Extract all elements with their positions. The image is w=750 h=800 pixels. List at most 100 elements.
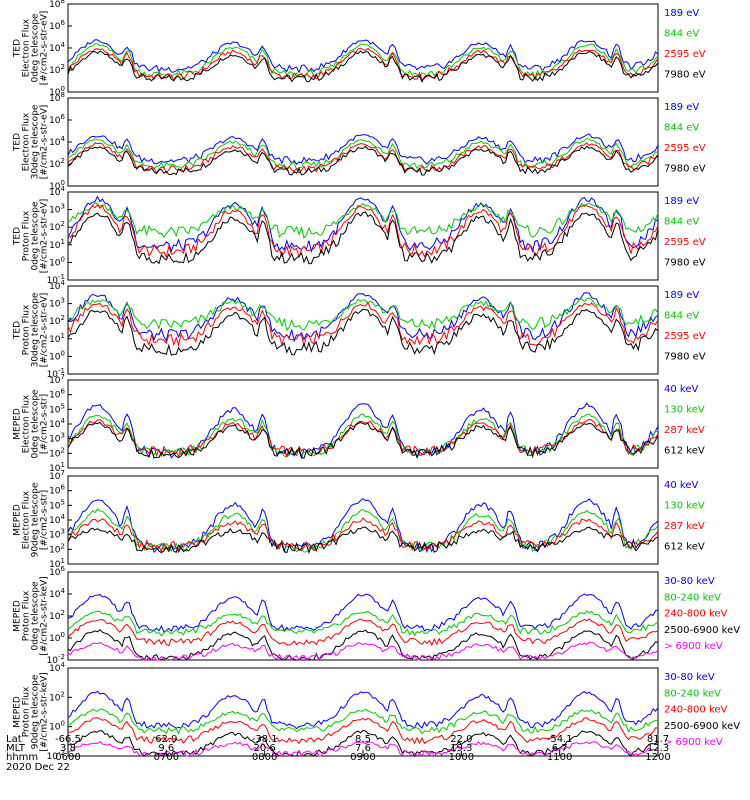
panel-6-legend-2: 130 keV [664, 501, 705, 512]
panel-7-ytick-1: 106 [49, 565, 65, 578]
panel-8-ytick-1: 104 [49, 661, 65, 674]
panel-6-ytick-5: 103 [49, 528, 65, 541]
panel-1-ytick-3: 104 [49, 41, 65, 54]
x-axis-value-2-1: 62.9 [155, 734, 178, 745]
panel-3-ytick-5: 100 [49, 255, 65, 268]
panel-6-ytick-1: 107 [49, 469, 65, 482]
x-axis-value-6-3: 1100 [546, 752, 573, 763]
panel-5-ytick-7: 101 [49, 461, 65, 474]
panel-1-ytick-5: 100 [49, 85, 65, 98]
panel-6-frame [67, 475, 659, 565]
panel-3-legend-3: 2595 eV [664, 237, 706, 248]
panel-3-ylabel-line-4: [#/cm2-s-str-eV] [40, 199, 50, 274]
panel-7-series-1 [67, 641, 659, 661]
panel-2-legend-2: 844 eV [664, 123, 699, 134]
x-axis-value-7-3: 1200 [645, 752, 671, 763]
x-axis-label-lat: Lat [6, 734, 22, 745]
panel-2-ylabel-line-2: Electron Flux [22, 112, 32, 171]
panel-4-legend-1: 189 eV [664, 290, 699, 301]
panel-8-legend-5: > 6900 keV [664, 737, 723, 748]
panel-3-legend-2: 844 eV [664, 217, 699, 228]
panel-5-ytick-4: 104 [49, 417, 65, 430]
panel-7-ytick-3: 102 [49, 609, 65, 622]
panel-6-series-1 [67, 526, 659, 554]
panel-5-series-3 [67, 413, 659, 458]
panel-5-ylabel-line-1: MEPED [13, 408, 23, 440]
panel-3-series-4 [67, 195, 659, 254]
x-axis-value-3-1: -38.1 [251, 734, 278, 745]
x-axis-value-7-1: 81.7 [646, 734, 670, 745]
panel-3-ytick-3: 102 [49, 220, 65, 233]
panel-6-ytick-2: 106 [49, 484, 65, 497]
panel-7-frame [67, 571, 659, 661]
panel-1-ylabel-line-2: Electron Flux [22, 18, 32, 77]
x-axis-value-5-3: 1000 [448, 752, 475, 763]
panel-1-ytick-2: 106 [49, 19, 65, 32]
panel-5-ytick-5: 103 [49, 432, 65, 445]
panel-1-legend-4: 7980 eV [664, 70, 706, 81]
panel-7-ytick-2: 104 [49, 587, 65, 600]
panel-5-legend-1: 40 keV [664, 384, 698, 395]
panel-3-series-2 [67, 203, 659, 259]
panel-5-ylabel-line-2: Electron Flux [22, 394, 32, 453]
panel-4-series-3 [67, 297, 659, 332]
panel-2-legend-1: 189 eV [664, 102, 699, 113]
x-axis-value-3-3: 0800 [251, 752, 278, 763]
panel-5-ytick-6: 102 [49, 446, 65, 459]
x-axis-table: Lat MLT hhmm -66.5 3.8 0600 62.9 9.6 0700 -38.… [0, 734, 750, 800]
panel-4-ylabel-line-1: TED [13, 321, 23, 340]
panel-7-ylabel-line-4: [#/cm2-s-str-keV] [40, 576, 50, 655]
panel-6-legend-3: 287 keV [664, 521, 705, 532]
panel-7-legend-3: 240-800 keV [664, 609, 728, 620]
panel-3-legend-1: 189 eV [664, 196, 699, 207]
panel-4-series-1 [67, 308, 659, 356]
panel-2-series-2 [67, 142, 659, 174]
panel-8-ylabel-line-3: 90deg telescope [31, 674, 41, 749]
panel-7-series-4 [67, 610, 659, 637]
panel-7-series-3 [67, 618, 659, 647]
panel-5-series-1 [67, 421, 659, 460]
panel-3-series-3 [67, 202, 659, 240]
panel-2-ylabel-line-1: TED [13, 133, 23, 152]
panel-1-ytick-4: 102 [49, 63, 65, 76]
panel-6-ytick-3: 105 [49, 498, 65, 511]
panel-5-legend-4: 612 keV [664, 446, 705, 457]
panel-4-frame [67, 285, 659, 375]
x-axis-label-hhmm: hhmm [6, 752, 39, 763]
panel-4-legend-3: 2595 eV [664, 331, 706, 342]
panel-3-ylabel-line-1: TED [13, 227, 23, 246]
panel-2-ytick-1: 108 [49, 91, 65, 104]
panel-2-ytick-4: 102 [49, 157, 65, 170]
x-axis-value-3-2: 20.6 [253, 743, 276, 754]
panel-2-legend-4: 7980 eV [664, 164, 706, 175]
date-label: 2020 Dec 22 [6, 762, 70, 773]
panel-7-ylabel-line-2: Proton Flux [22, 590, 32, 641]
panel-6-legend-4: 612 keV [664, 542, 705, 553]
panel-2-ytick-2: 106 [49, 113, 65, 126]
panel-7-legend-1: 30-80 keV [664, 576, 715, 587]
panel-1-legend-2: 844 eV [664, 29, 699, 40]
panel-5-ylabel-line-3: 0deg telescope [31, 389, 41, 459]
panel-8-ylabel-line-2: Proton Flux [22, 686, 32, 737]
panel-5-ylabel-line-4: [#/cm2-s-str] [40, 394, 50, 454]
panel-4-ytick-5: 100 [49, 349, 65, 362]
panel-1-series-1 [67, 50, 659, 84]
panel-8-ylabel-line-1: MEPED [13, 696, 23, 728]
panel-5-legend-3: 287 keV [664, 425, 705, 436]
x-axis-value-5-2: 19.3 [450, 743, 473, 754]
panel-6-ylabel-line-3: 90deg telescope [31, 482, 41, 557]
panel-8-legend-1: 30-80 keV [664, 672, 715, 683]
panel-5-ylabel: MEPED Electron Flux 0deg telescope [#/cm2-s… [13, 389, 50, 459]
panel-2-series-4 [67, 133, 659, 165]
panel-3-ytick-6: 10-1 [47, 273, 65, 286]
panel-8-ylabel-line-4: [#/cm2-s-str-keV] [40, 672, 50, 751]
panel-7-ylabel-line-1: MEPED [13, 600, 23, 632]
panel-8-series-4 [67, 708, 659, 735]
panel-4-legend-2: 844 eV [664, 311, 699, 322]
panel-1-ylabel-line-4: [#/cm2-s-str-eV] [40, 11, 50, 86]
panel-5-ytick-2: 106 [49, 388, 65, 401]
panel-1-ylabel: TED Electron Flux 0deg telescope [#/cm2-s-s… [13, 11, 50, 86]
panel-1-legend-3: 2595 eV [664, 49, 706, 60]
panel-6-ylabel: MEPED Electron Flux 90deg telescope [#/cm2-… [13, 482, 50, 557]
panel-5-ytick-3: 105 [49, 402, 65, 415]
